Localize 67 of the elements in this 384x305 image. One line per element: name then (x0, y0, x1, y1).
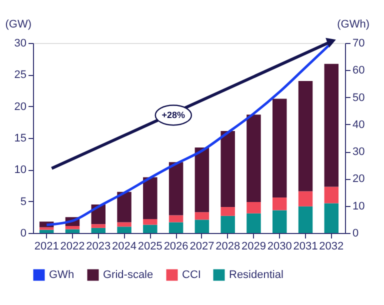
bar (220, 216, 235, 233)
bar (117, 226, 132, 233)
bar (168, 162, 184, 216)
x-tick-label: 2032 (319, 240, 344, 252)
legend-label: CCI (182, 269, 201, 281)
bar (91, 224, 106, 228)
bar (91, 228, 106, 233)
bar (39, 230, 54, 233)
bar (324, 203, 339, 233)
legend-label: GWh (49, 269, 74, 281)
y2-tick-label: 70 (352, 38, 365, 50)
bar (324, 186, 339, 204)
y2-axis-title: (GWh) (337, 18, 370, 30)
x-tick-label: 2029 (241, 240, 266, 252)
x-tick-label: 2031 (293, 240, 318, 252)
bar (143, 219, 158, 225)
y2-tick-label: 0 (352, 228, 359, 240)
bar (246, 213, 261, 233)
x-tick-label: 2027 (190, 240, 214, 252)
y2-tick-label: 50 (352, 92, 365, 104)
bar (272, 198, 287, 210)
x-tick-label: 2023 (86, 240, 111, 252)
bar (298, 81, 313, 192)
bar (298, 206, 313, 233)
bar (143, 177, 158, 220)
bar (39, 227, 54, 230)
legend-label: Residential (229, 269, 284, 281)
bar (272, 98, 287, 198)
bar (168, 222, 184, 233)
bar (194, 220, 210, 233)
bar (246, 114, 261, 202)
bar (143, 224, 158, 233)
y2-tick-label: 20 (352, 173, 365, 186)
bar (65, 226, 80, 230)
bar (168, 215, 184, 222)
bar (117, 222, 132, 227)
y-tick-label: 15 (14, 132, 26, 144)
y2-tick-label: 40 (352, 118, 365, 131)
y2-tick-label: 30 (352, 146, 365, 158)
y-tick-label: 25 (14, 69, 26, 82)
y2-tick-label: 60 (352, 64, 365, 77)
bar (194, 148, 210, 212)
x-tick-label: 2024 (112, 240, 137, 252)
bar (298, 191, 313, 206)
y-tick-label: 0 (20, 228, 26, 240)
bar (272, 210, 287, 233)
annotation: +28% (162, 110, 186, 120)
bar (194, 212, 210, 220)
y-axis-title: (GW) (5, 18, 32, 30)
bar (220, 207, 235, 216)
x-tick-label: 2028 (216, 240, 240, 252)
y-tick-label: 10 (14, 164, 26, 176)
bar (65, 229, 80, 233)
legend-label: Grid-scale (103, 269, 154, 281)
x-tick-label: 2030 (267, 240, 292, 252)
y-tick-label: 20 (14, 100, 26, 113)
bar (220, 131, 235, 208)
bar (324, 64, 339, 187)
y-tick-label: 5 (20, 196, 26, 208)
x-tick-label: 2021 (34, 240, 59, 252)
y-tick-label: 30 (14, 38, 26, 50)
y2-tick-label: 10 (352, 200, 365, 212)
bar (246, 202, 261, 214)
x-tick-label: 2022 (60, 240, 85, 252)
x-tick-label: 2026 (164, 240, 188, 252)
bar (117, 192, 132, 222)
x-tick-label: 2025 (138, 240, 162, 252)
